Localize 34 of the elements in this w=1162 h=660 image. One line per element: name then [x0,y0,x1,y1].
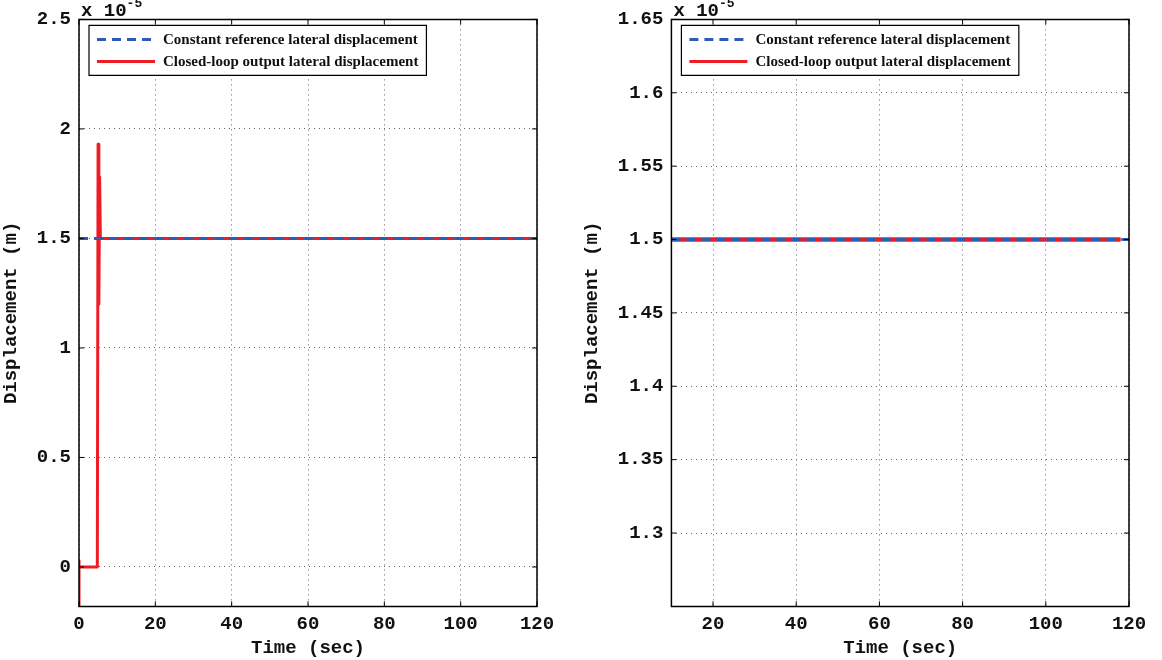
y-tick-label: 1.5 [36,227,72,250]
y-tick-label: 2 [59,117,72,140]
x-tick-label: 40 [220,612,244,635]
x-tick-label: 100 [443,612,478,635]
x-tick-label: 20 [701,612,725,635]
legend-label: Closed-loop output lateral displacement [163,53,419,70]
y-tick-label: 1.45 [617,301,664,324]
y-axis-title: Displacement (m) [0,221,23,405]
x-tick-label: 40 [784,612,808,635]
y-tick-label: 1.6 [629,81,664,104]
y-tick-label: 0.5 [36,446,72,469]
x-tick-label: 20 [143,612,167,635]
x-tick-label: 80 [372,612,396,635]
y-tick-label: 2.5 [36,8,72,31]
y-tick-label: 1.55 [617,154,664,177]
y-tick-label: 1.35 [617,448,664,471]
legend-label: Constant reference lateral displacement [163,31,418,48]
legend-label: Constant reference lateral displacement [755,31,1011,48]
y-tick-label: 1 [59,336,72,359]
y-tick-label: 1.3 [629,521,664,544]
y-tick-label: 0 [59,555,72,578]
x-tick-label: 120 [1111,612,1147,635]
x-tick-label: 60 [868,612,891,635]
x-tick-label: 60 [296,612,320,635]
y-tick-label: 1.5 [629,228,664,251]
x-tick-label: 80 [951,612,975,635]
legend-label: Closed-loop output lateral displacement [755,53,1011,70]
x-axis-title: Time (sec) [250,637,366,660]
y-tick-label: 1.4 [629,375,664,398]
y-tick-label: 1.65 [617,8,664,31]
x-axis-title: Time (sec) [843,637,958,660]
y-axis-title: Displacement (m) [581,221,604,405]
x-tick-label: 120 [519,612,555,635]
x-tick-label: 100 [1028,612,1063,635]
